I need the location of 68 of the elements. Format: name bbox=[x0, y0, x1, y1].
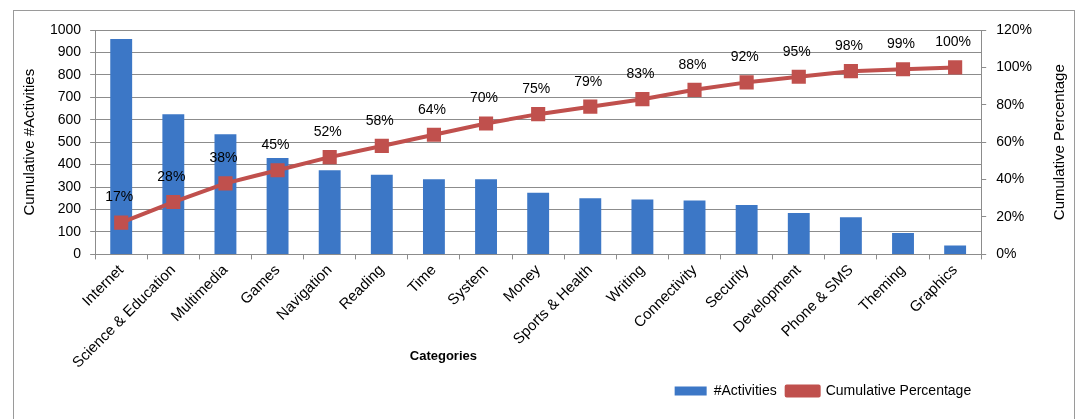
point bbox=[426, 127, 441, 142]
bar bbox=[683, 200, 706, 254]
legend-label: Cumulative Percentage bbox=[825, 381, 972, 398]
data-label: 83% bbox=[626, 65, 655, 82]
y2-tick-label: 40% bbox=[996, 170, 1025, 187]
y-tick-label: 800 bbox=[57, 65, 82, 82]
bar bbox=[631, 199, 654, 254]
y-tick-label: 500 bbox=[57, 133, 82, 150]
point bbox=[218, 176, 233, 191]
point bbox=[791, 69, 806, 84]
data-label: 88% bbox=[678, 55, 707, 72]
y2-tick-label: 120% bbox=[996, 20, 1033, 37]
point bbox=[322, 150, 337, 165]
y-tick-label: 100 bbox=[57, 222, 82, 239]
bar bbox=[475, 179, 497, 254]
data-label: 45% bbox=[261, 136, 290, 153]
point bbox=[739, 75, 754, 90]
data-label: 98% bbox=[834, 37, 863, 53]
y2-tick-label: 0% bbox=[996, 245, 1017, 262]
y-tick-label: 200 bbox=[57, 200, 82, 217]
data-label: 58% bbox=[365, 111, 394, 128]
point bbox=[843, 64, 858, 79]
y-tick-label: 900 bbox=[57, 43, 82, 60]
y2-tick-label: 80% bbox=[996, 95, 1025, 112]
data-label: 99% bbox=[887, 35, 916, 52]
y2-tick-label: 20% bbox=[996, 207, 1025, 224]
bar bbox=[944, 245, 967, 254]
y-tick-label: 400 bbox=[57, 155, 82, 172]
y-tick-label: 600 bbox=[57, 110, 82, 127]
x-axis-title: Categories bbox=[409, 347, 477, 363]
y-tick-label: 300 bbox=[57, 177, 82, 194]
y-tick-label: 0 bbox=[73, 245, 82, 262]
data-label: 95% bbox=[782, 42, 811, 59]
bar bbox=[422, 179, 445, 254]
point bbox=[531, 107, 546, 122]
y-tick-label: 1000 bbox=[49, 20, 82, 37]
point bbox=[114, 215, 129, 230]
data-label: 100% bbox=[935, 33, 972, 50]
bar bbox=[527, 192, 550, 254]
point bbox=[270, 163, 285, 178]
data-label: 75% bbox=[522, 80, 551, 97]
x-tick-label: Time bbox=[403, 260, 439, 296]
bar bbox=[318, 170, 341, 254]
legend-label: #Activities bbox=[713, 381, 777, 398]
point bbox=[478, 116, 494, 131]
data-label: 64% bbox=[417, 100, 446, 117]
y2-axis-title: Cumulative Percentage bbox=[1050, 64, 1068, 221]
data-label: 70% bbox=[470, 89, 499, 106]
data-label: 79% bbox=[574, 72, 603, 89]
bar bbox=[892, 233, 914, 254]
bar bbox=[579, 198, 602, 254]
point bbox=[374, 138, 389, 154]
bar bbox=[370, 174, 393, 254]
y2-tick-label: 60% bbox=[996, 133, 1025, 150]
data-label: 92% bbox=[730, 48, 759, 65]
point bbox=[583, 99, 598, 114]
y-axis-title: Cumulative #Activities bbox=[20, 68, 38, 216]
y-tick-label: 700 bbox=[57, 88, 82, 105]
data-label: 52% bbox=[313, 123, 342, 140]
bar bbox=[839, 217, 862, 254]
point bbox=[948, 60, 963, 75]
point bbox=[166, 194, 181, 210]
point bbox=[687, 82, 702, 97]
y2-tick-label: 100% bbox=[996, 58, 1033, 75]
bar bbox=[787, 212, 810, 254]
point bbox=[635, 92, 650, 107]
bar bbox=[735, 205, 758, 254]
point bbox=[895, 62, 911, 77]
